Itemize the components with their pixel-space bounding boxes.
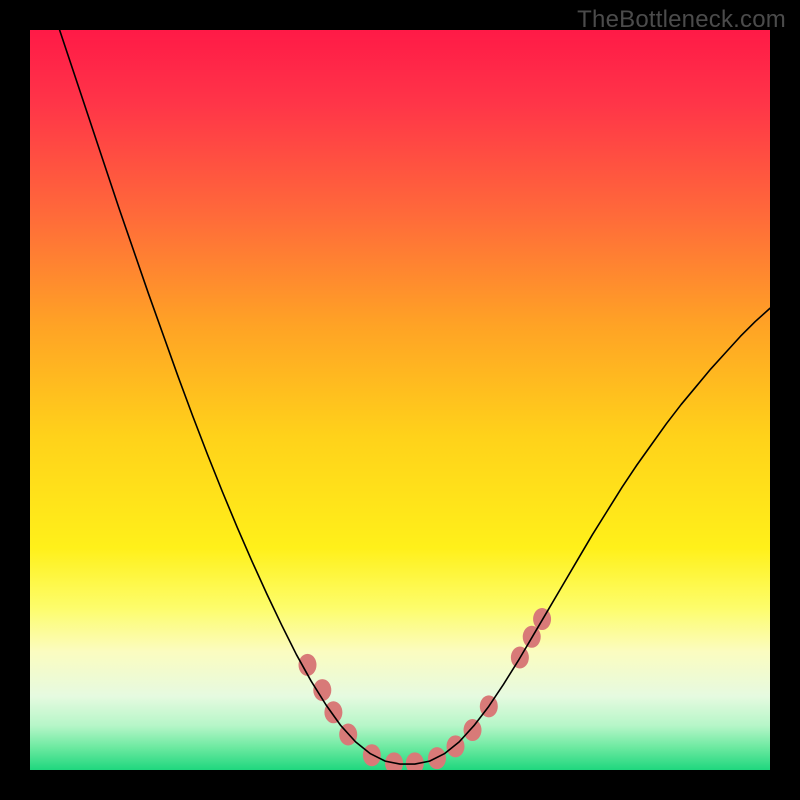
chart-svg — [30, 30, 770, 770]
marker-point — [464, 719, 482, 741]
gradient-background — [30, 30, 770, 770]
chart-frame: TheBottleneck.com — [0, 0, 800, 800]
marker-point — [299, 654, 317, 676]
plot-area — [30, 30, 770, 770]
marker-point — [324, 701, 342, 723]
watermark-text: TheBottleneck.com — [577, 6, 786, 34]
